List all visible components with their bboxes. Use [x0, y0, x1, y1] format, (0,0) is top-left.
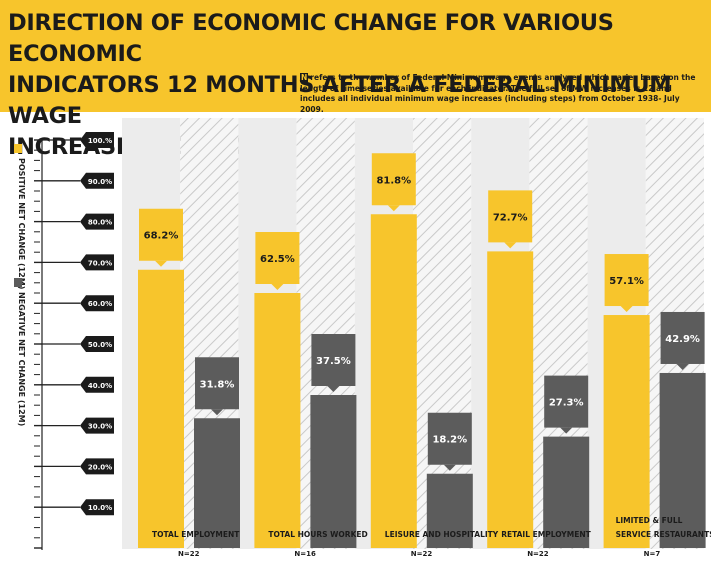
category-label: TOTAL EMPLOYMENT [152, 530, 240, 539]
value-label: 57.1% [609, 276, 644, 287]
value-callout-pointer [211, 409, 223, 416]
value-callout-pointer [560, 427, 573, 434]
sample-size-label: N=22 [178, 550, 200, 558]
value-callout-box [660, 311, 705, 364]
value-callout-box [544, 375, 589, 428]
value-callout-pointer [504, 242, 517, 249]
y-tick-tag [80, 172, 114, 189]
bar-negative [310, 395, 357, 548]
y-tick-tag [80, 458, 114, 475]
legend-negative-swatch [14, 278, 22, 287]
category-label: LEISURE AND HOSPITALITY [385, 530, 499, 539]
title-line-2: INDICATORS 12 MONTHS AFTER A FEDERAL MIN… [8, 72, 672, 129]
value-callout-box [427, 412, 472, 465]
y-tick-label: 80.0% [88, 219, 112, 227]
y-tick-tag [80, 295, 114, 312]
y-tick-tag [80, 417, 114, 434]
value-label: 68.2% [144, 231, 179, 242]
value-callout-box [139, 208, 183, 261]
y-tick-label: 60.0% [88, 300, 112, 308]
category-label: RETAIL EMPLOYMENT [501, 530, 591, 539]
y-tick-tag [80, 213, 114, 230]
y-tick-tag [80, 499, 114, 516]
legend: POSITIVE NET CHANGE (12M) NEGATIVE NET C… [8, 140, 36, 426]
value-callout-pointer [271, 284, 284, 290]
legend-positive-swatch [14, 144, 22, 153]
y-tick-label: 70.0% [88, 259, 112, 267]
y-tick-label: 40.0% [88, 382, 112, 390]
category-label: SERVICE RESTAURANTS [616, 530, 711, 539]
note-symbol: N [300, 73, 309, 82]
value-label: 81.8% [376, 175, 411, 186]
value-callout-pointer [676, 363, 689, 370]
value-callout-box [311, 334, 356, 386]
value-callout-box [604, 254, 649, 307]
value-callout-box [195, 357, 239, 410]
value-callout-pointer [327, 386, 340, 392]
bar-positive [370, 214, 417, 549]
y-tick-tag [80, 132, 114, 148]
y-tick-label: 90.0% [88, 178, 112, 186]
y-tick-tag [80, 376, 114, 393]
y-tick-tag [80, 254, 114, 271]
sample-size-label: N=16 [294, 550, 316, 558]
bar-positive [254, 293, 301, 548]
bar-positive [138, 269, 184, 548]
value-callout-box [371, 153, 416, 206]
value-callout-box [255, 232, 300, 284]
sample-size-label: N=22 [527, 550, 549, 558]
value-label: 27.3% [549, 398, 584, 409]
value-label: 62.5% [260, 254, 295, 265]
category-label: LIMITED & FULL [616, 516, 683, 525]
title-line-1: DIRECTION OF ECONOMIC CHANGE FOR VARIOUS… [8, 10, 614, 67]
sample-size-label: N=7 [644, 550, 661, 558]
bar-negative [543, 436, 590, 548]
value-callout-pointer [155, 260, 167, 267]
bar-positive [603, 315, 650, 548]
category-label: TOTAL HOURS WORKED [268, 530, 367, 539]
bar-negative [194, 418, 240, 548]
y-tick-label: 30.0% [88, 423, 112, 431]
y-tick-label: 10.0% [88, 504, 112, 512]
value-label: 37.5% [316, 356, 351, 367]
value-callout-pointer [620, 306, 633, 313]
sample-size-label: N=22 [411, 550, 433, 558]
bar-negative [426, 473, 473, 548]
value-callout-box [488, 190, 533, 243]
y-tick-label: 20.0% [88, 463, 112, 471]
bar-positive [487, 251, 534, 548]
bar-negative [659, 372, 706, 548]
value-label: 18.2% [432, 435, 467, 446]
value-label: 31.8% [200, 379, 235, 390]
note-text: refers to the number of Federal Minimum … [300, 73, 696, 114]
value-label: 42.9% [665, 334, 700, 345]
y-tick-tag [80, 336, 114, 352]
value-callout-pointer [387, 205, 400, 212]
value-callout-pointer [443, 464, 456, 471]
y-tick-label: 100.% [88, 137, 112, 145]
y-tick-label: 50.0% [88, 341, 112, 349]
value-label: 72.7% [493, 212, 528, 223]
